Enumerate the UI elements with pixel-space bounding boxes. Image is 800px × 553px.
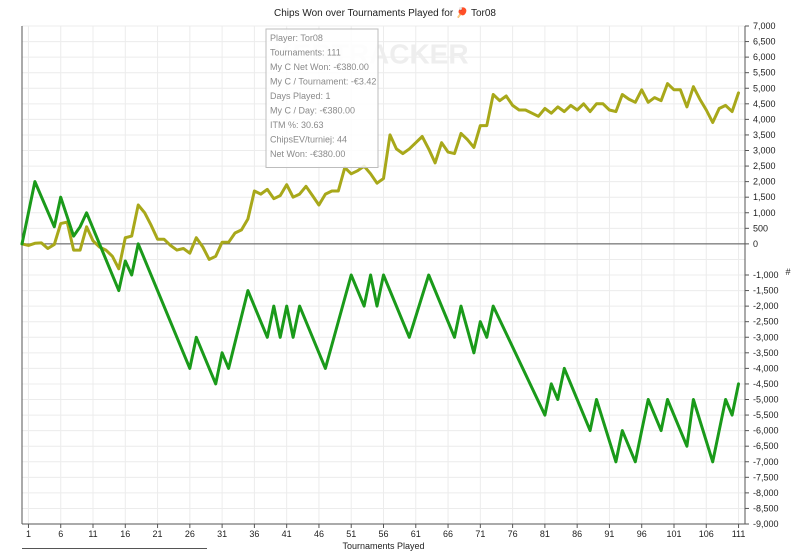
- x-tick-label: 36: [249, 529, 259, 539]
- bottom-strip: [22, 548, 207, 549]
- x-tick-label: 81: [540, 529, 550, 539]
- y-tick-label: -5,500: [753, 410, 779, 420]
- y-tick-label: 1,500: [753, 192, 776, 202]
- x-tick-label: 86: [572, 529, 582, 539]
- x-tick-label: 46: [314, 529, 324, 539]
- y-tick-label: -1,000: [753, 270, 779, 280]
- tooltip-line: ITM %: 30.63: [270, 120, 324, 130]
- y-tick-label: -7,500: [753, 472, 779, 482]
- x-tick-label: 106: [699, 529, 714, 539]
- y-tick-label: -4,000: [753, 363, 779, 373]
- x-tick-label: 21: [153, 529, 163, 539]
- y-tick-label: -5,000: [753, 395, 779, 405]
- x-tick-label: 11: [88, 529, 97, 539]
- y-tick-label: -2,000: [753, 301, 779, 311]
- y-tick-label: 5,500: [753, 68, 776, 78]
- x-tick-label: 41: [282, 529, 292, 539]
- y-tick-label: 6,000: [753, 52, 776, 62]
- y-tick-label: 6,500: [753, 37, 776, 47]
- series-line-1: [20, 82, 740, 271]
- x-tick-label: 1: [26, 529, 31, 539]
- tooltip-box: [265, 28, 379, 168]
- y-tick-label: 4,000: [753, 114, 776, 124]
- x-tick-label: 111: [732, 529, 746, 539]
- tooltip-line: Net Won: -€380.00: [270, 149, 345, 159]
- x-tick-label: 66: [443, 529, 453, 539]
- y-tick-label: -4,500: [753, 379, 779, 389]
- y-tick-label: -8,500: [753, 503, 779, 513]
- y-tick-label: -2,500: [753, 317, 779, 327]
- x-tick-label: 61: [411, 529, 421, 539]
- x-axis-title: Tournaments Played: [342, 541, 424, 551]
- tooltip-line: My C / Tournament: -€3.42: [270, 77, 376, 87]
- y-tick-label: 500: [753, 223, 768, 233]
- y-tick-label: 5,000: [753, 83, 776, 93]
- y-tick-label: 1,000: [753, 208, 776, 218]
- tooltip-line: Days Played: 1: [270, 91, 331, 101]
- tooltip-line: Tournaments: 111: [270, 48, 341, 58]
- y-tick-label: 3,500: [753, 130, 776, 140]
- y-tick-label: -3,000: [753, 332, 779, 342]
- series-line-2: [20, 180, 740, 464]
- y-tick-labels: 7,000 6,500 6,000 5,500 5,000 4,500 4,000 3,500…: [745, 21, 779, 529]
- x-tick-label: 6: [58, 529, 63, 539]
- tooltip-line: My C / Day: -€380.00: [270, 106, 355, 116]
- series: [20, 82, 740, 464]
- tooltip-line: Player: Tor08: [270, 33, 323, 43]
- y-tick-label: -7,000: [753, 457, 779, 467]
- y-tick-label: 4,500: [753, 99, 776, 109]
- y-tick-label: -8,000: [753, 488, 779, 498]
- y-tick-label: -6,500: [753, 441, 779, 451]
- tooltip-line: My C Net Won: -€380.00: [270, 62, 369, 72]
- x-tick-label: 101: [666, 529, 681, 539]
- y-tick-label: 2,000: [753, 177, 776, 187]
- chart-title: Chips Won over Tournaments Played for 🏓 …: [273, 8, 496, 19]
- y-tick-label: -6,000: [753, 426, 779, 436]
- x-tick-label: 76: [508, 529, 518, 539]
- x-tick-label: 91: [604, 529, 614, 539]
- x-tick-labels: 1 6 11 16 21 26 31 36 41 46 51 56 61 66 71 76 81 86 91 96 10…: [26, 524, 745, 539]
- y-tick-label: -1,500: [753, 286, 779, 296]
- x-tick-label: 96: [637, 529, 647, 539]
- y-tick-label: -3,500: [753, 348, 779, 358]
- y-tick-label: 2,500: [753, 161, 776, 171]
- x-tick-label: 26: [185, 529, 195, 539]
- x-tick-label: 16: [120, 529, 130, 539]
- y-axis-title: #: [785, 267, 790, 277]
- x-tick-label: 56: [378, 529, 388, 539]
- y-tick-label: 3,000: [753, 146, 776, 156]
- y-tick-label: -9,000: [753, 519, 779, 529]
- x-tick-label: 51: [346, 529, 356, 539]
- x-tick-label: 31: [217, 529, 227, 539]
- tooltip: Player: Tor08 Tournaments: 111 My C Net Wo…: [265, 28, 379, 168]
- tooltip-line: ChipsEV/turniej: 44: [270, 135, 347, 145]
- y-tick-label: 7,000: [753, 21, 776, 31]
- x-tick-label: 71: [475, 529, 485, 539]
- y-tick-label: 0: [753, 239, 758, 249]
